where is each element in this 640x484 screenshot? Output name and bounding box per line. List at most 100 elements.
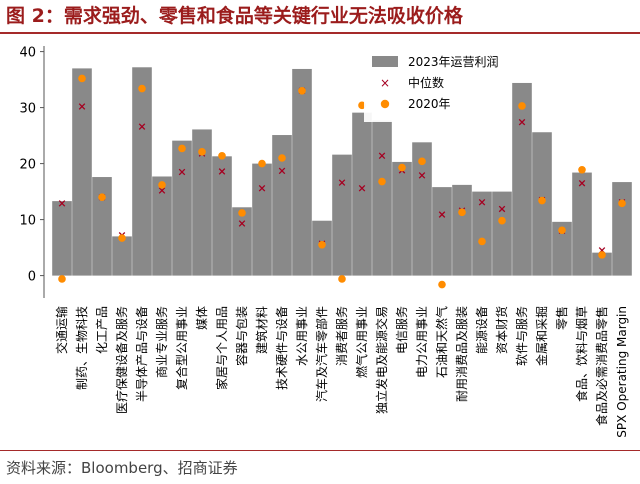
bar <box>192 129 212 276</box>
median-marker <box>478 198 486 206</box>
bar <box>212 156 232 276</box>
bar <box>472 191 492 276</box>
x-tick-label: 零售 <box>554 306 569 330</box>
title-rule <box>0 32 640 34</box>
x-tick-label: 化工产品 <box>95 306 109 354</box>
bar <box>432 187 452 276</box>
x-axis-labels: 交通运输 制药、生物科技 化工产品 医疗保健设备及服务 半导体产品与设备 商业专业服务 复合… <box>54 306 629 438</box>
legend-dot-label: 2020年 <box>408 97 451 111</box>
dot-2020 <box>338 275 346 283</box>
dot-2020 <box>178 144 186 153</box>
y-tick-label: 0 <box>28 270 36 285</box>
median-marker <box>438 211 446 218</box>
median-marker <box>78 103 86 110</box>
bar <box>372 120 392 276</box>
footer-rule <box>0 450 640 451</box>
dot-2020 <box>198 148 206 156</box>
legend: 2023年运营利润 × 中位数 2020年 <box>364 48 512 122</box>
bar <box>232 207 252 276</box>
bar <box>52 201 72 276</box>
median-marker <box>58 200 66 207</box>
median-marker <box>498 205 506 213</box>
y-axis-ticks: 0 10 20 30 40 <box>19 46 44 285</box>
bar <box>292 68 312 276</box>
x-tick-label: 商业专业服务 <box>154 306 169 378</box>
dot-2020 <box>158 181 166 189</box>
bar <box>112 236 132 276</box>
median-marker <box>278 167 286 175</box>
dot-2020 <box>218 151 226 160</box>
x-tick-label: 电信服务 <box>394 306 409 354</box>
dot-2020 <box>618 199 626 208</box>
dot-2020 <box>458 208 466 217</box>
dot-2020 <box>478 237 486 246</box>
x-tick-label: 耐用消费品及服装 <box>455 306 469 402</box>
y-tick-label: 40 <box>19 46 36 61</box>
dot-2020 <box>298 87 306 95</box>
figure-title: 图 2：需求强劲、零售和食品等关键行业无法吸收价格 <box>6 5 463 27</box>
dot-2020 <box>58 275 66 283</box>
legend-median-label: 中位数 <box>408 75 444 90</box>
x-tick-label: 医疗保健设备及服务 <box>114 306 129 414</box>
x-tick-label: 食品、饮料与烟草 <box>574 306 589 402</box>
dots-2020 <box>58 74 626 289</box>
bar <box>272 135 292 276</box>
dot-2020 <box>138 84 146 93</box>
bar <box>412 142 432 276</box>
x-tick-label: 石油和天然气 <box>434 306 449 378</box>
y-tick-label: 30 <box>19 102 36 117</box>
bar <box>72 68 92 276</box>
bar <box>552 221 572 276</box>
dot-2020 <box>598 251 606 259</box>
bar <box>492 191 512 276</box>
bar <box>252 163 272 276</box>
median-marker <box>378 152 386 160</box>
median-marker <box>138 123 146 130</box>
dot-2020 <box>398 163 406 172</box>
x-tick-label: 软件与服务 <box>514 306 529 366</box>
dot-2020 <box>318 241 326 249</box>
dot-2020 <box>378 177 386 186</box>
legend-bar-swatch <box>372 56 398 67</box>
x-tick-label: 建筑材料 <box>254 306 269 354</box>
x-tick-label: SPX Operating Margin <box>615 306 629 438</box>
median-marker <box>218 168 226 175</box>
bar <box>132 67 152 276</box>
x-tick-label: 半导体产品与设备 <box>135 306 149 402</box>
dot-2020 <box>278 154 286 162</box>
x-tick-label: 交通运输 <box>54 306 69 354</box>
bar <box>332 154 352 276</box>
bar <box>92 177 112 276</box>
x-tick-label: 容器与包装 <box>234 306 249 366</box>
dot-2020 <box>358 101 366 110</box>
median-marker <box>158 187 166 194</box>
source-note: 资料来源：Bloomberg、招商证券 <box>6 459 238 477</box>
bar-chart: 0 10 20 30 40 交通运输 制药、生物科技 化工产品 医疗保健设备及服务 半导体产品与… <box>19 36 636 448</box>
x-tick-label: 资本财货 <box>494 306 509 354</box>
median-marker <box>358 184 366 192</box>
x-tick-label: 汽车及汽车零部件 <box>314 306 329 402</box>
dot-2020 <box>438 280 446 289</box>
bar <box>152 176 172 276</box>
x-tick-label: 独立发电及能源交易 <box>374 306 389 414</box>
bar <box>172 140 192 276</box>
dot-2020 <box>498 216 506 225</box>
dot-2020 <box>518 102 526 110</box>
bar <box>592 252 612 276</box>
median-marker <box>518 118 526 126</box>
legend-median-swatch: × <box>380 76 390 90</box>
x-tick-label: 电力公用事业 <box>415 306 429 378</box>
bar <box>452 184 472 276</box>
median-marker <box>238 220 246 227</box>
x-tick-label: 媒体 <box>195 306 209 330</box>
x-tick-label: 燃气公用事业 <box>354 306 369 378</box>
y-tick-label: 20 <box>19 158 36 173</box>
bar <box>612 182 632 276</box>
x-tick-label: 技术硬件与设备 <box>275 306 289 390</box>
x-tick-label: 消费者服务 <box>334 306 349 366</box>
dot-2020 <box>418 157 426 166</box>
median-marker <box>338 179 346 186</box>
y-tick-label: 10 <box>19 214 36 229</box>
x-tick-label: 食品及必需消费品零售 <box>594 306 609 426</box>
legend-dot-swatch <box>380 99 390 109</box>
